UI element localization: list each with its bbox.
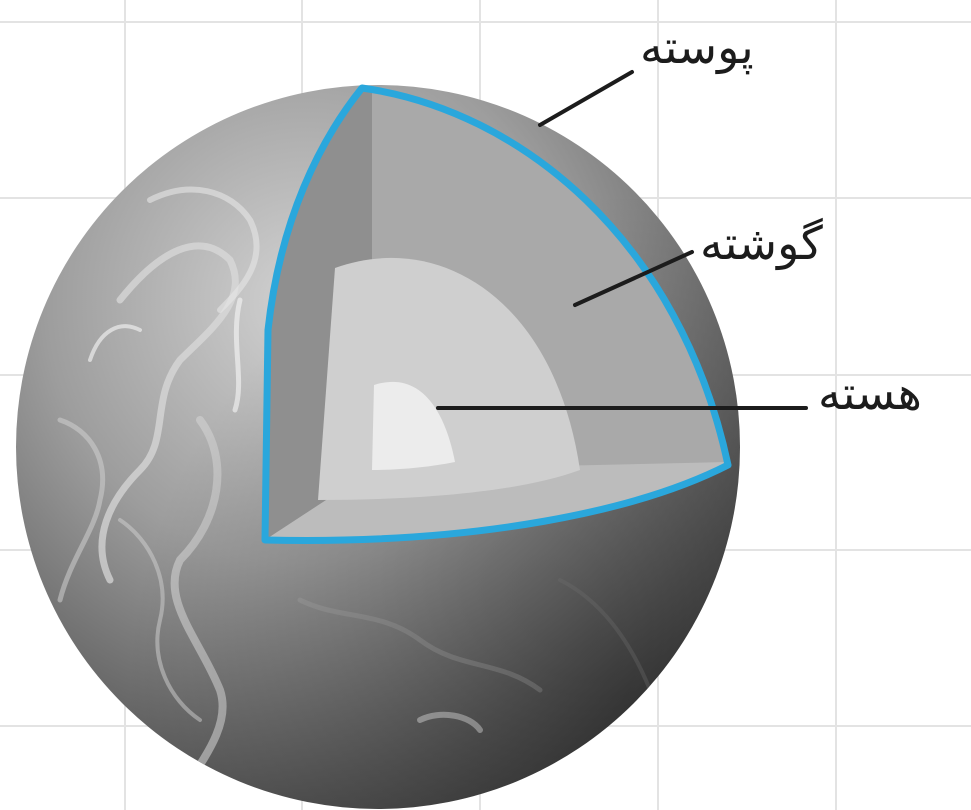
crust-outline: [261, 84, 732, 544]
inner-core: [372, 381, 455, 470]
mantle-leader-line: [573, 250, 694, 307]
crust-label: پوسته: [640, 20, 754, 74]
crust-leader-line: [538, 70, 634, 127]
core-label: هسته: [818, 366, 922, 420]
mantle-label: گوشته: [700, 216, 823, 270]
leader-lines: [436, 70, 808, 410]
cutaway-wedge: [261, 84, 732, 544]
